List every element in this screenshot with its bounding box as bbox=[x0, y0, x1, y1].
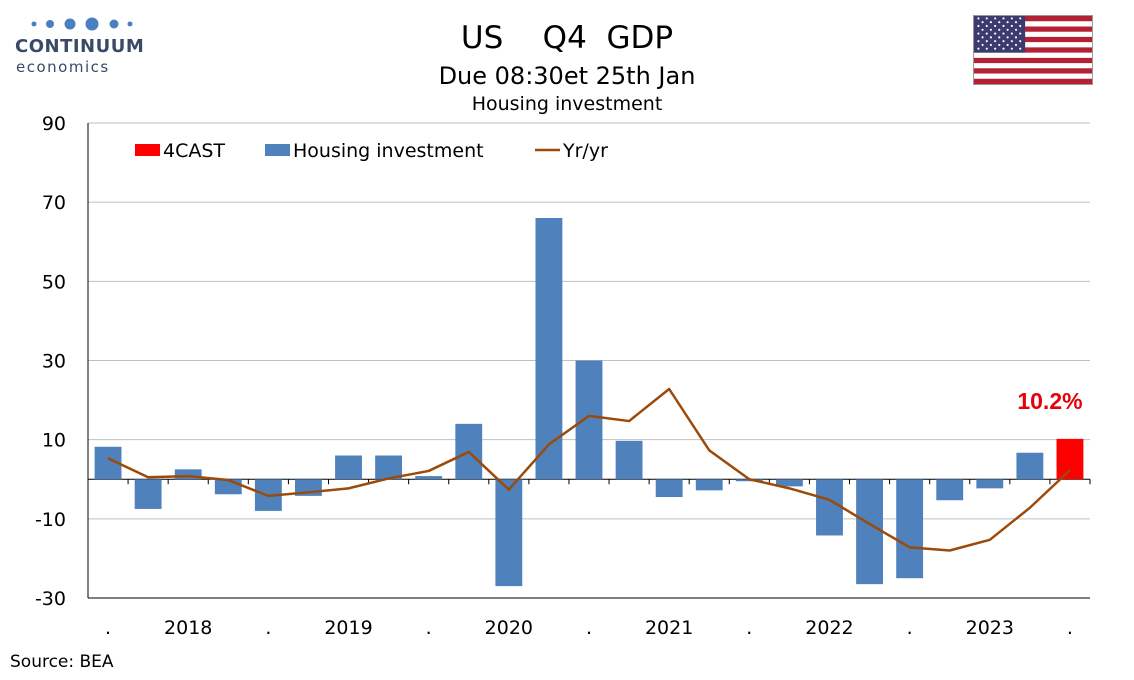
housing-investment-bar bbox=[375, 455, 403, 480]
y-tick-label: 50 bbox=[42, 271, 66, 293]
x-tick-label: . bbox=[265, 617, 271, 639]
x-tick-label: . bbox=[1067, 617, 1073, 639]
y-tick-label: 90 bbox=[42, 113, 66, 135]
housing-investment-bar bbox=[695, 479, 723, 491]
housing-investment-bar bbox=[976, 479, 1004, 489]
y-tick-label: 70 bbox=[42, 192, 66, 214]
housing-investment-bar bbox=[214, 479, 242, 495]
legend: 4CAST Housing investment Yr/yr bbox=[135, 140, 608, 162]
x-tick-label: . bbox=[746, 617, 752, 639]
housing-investment-bar bbox=[134, 479, 162, 509]
y-tick-label: -30 bbox=[35, 588, 66, 610]
housing-investment-bar bbox=[415, 476, 443, 480]
housing-investment-bar bbox=[575, 360, 603, 480]
legend-swatch bbox=[135, 144, 160, 156]
housing-investment-bar bbox=[655, 479, 683, 498]
y-tick-label: 10 bbox=[42, 430, 66, 452]
legend-label: Yr/yr bbox=[562, 140, 608, 162]
legend-swatch bbox=[265, 144, 290, 156]
page-title: US Q4 GDP bbox=[460, 20, 674, 56]
legend-label: 4CAST bbox=[163, 140, 225, 162]
x-tick-label: 2021 bbox=[645, 617, 693, 639]
source-note: Source: BEA bbox=[10, 652, 114, 672]
housing-investment-bar bbox=[335, 455, 362, 480]
forecast-bar bbox=[1056, 438, 1084, 480]
housing-investment-bar bbox=[495, 479, 523, 587]
brand-name: CONTINUUM bbox=[15, 36, 145, 57]
housing-investment-bar bbox=[174, 469, 202, 480]
housing-investment-bar bbox=[816, 479, 843, 536]
x-tick-label: . bbox=[426, 617, 432, 639]
x-tick-label: 2022 bbox=[805, 617, 853, 639]
housing-investment-bar bbox=[936, 479, 964, 501]
page-subtitle: Due 08:30et 25th Jan bbox=[438, 62, 696, 90]
x-tick-label: . bbox=[907, 617, 913, 639]
forecast-annotation: 10.2% bbox=[1017, 388, 1082, 414]
x-tick-label: 2020 bbox=[485, 617, 533, 639]
x-tick-label: . bbox=[586, 617, 592, 639]
chart-title: Housing investment bbox=[471, 93, 663, 115]
x-tick-label: 2019 bbox=[324, 617, 372, 639]
legend-label: Housing investment bbox=[293, 140, 484, 162]
housing-investment-bar bbox=[535, 218, 563, 480]
y-tick-label: -10 bbox=[35, 509, 66, 531]
x-tick-label: 2023 bbox=[966, 617, 1014, 639]
x-tick-label: . bbox=[105, 617, 111, 639]
brand-sub: economics bbox=[16, 58, 110, 76]
logo-dots-icon bbox=[31, 17, 133, 31]
housing-investment-bar bbox=[615, 440, 643, 480]
y-tick-label: 30 bbox=[42, 351, 66, 373]
continuum-economics-logo: CONTINUUM economics bbox=[12, 12, 145, 76]
housing-investment-bar bbox=[896, 479, 924, 579]
housing-investment-bar bbox=[1016, 452, 1044, 480]
us-flag-icon bbox=[973, 15, 1093, 85]
housing-investment-bar bbox=[775, 479, 803, 487]
housing-investment-bar bbox=[856, 479, 883, 585]
yr-yr-line bbox=[107, 387, 1071, 552]
x-tick-label: 2018 bbox=[164, 617, 212, 639]
